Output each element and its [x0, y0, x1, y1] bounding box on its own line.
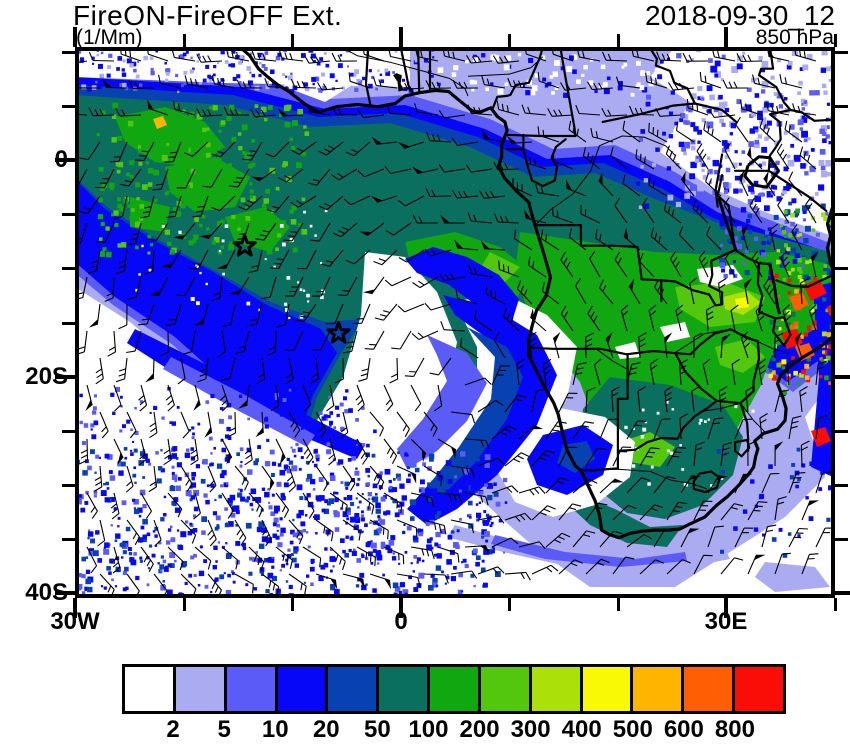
axis-tick [835, 537, 848, 541]
axis-tick [182, 34, 186, 47]
axis-tick [835, 50, 848, 54]
colorbar-label: 500 [612, 716, 653, 743]
axis-tick [835, 429, 848, 433]
axis-tick [55, 375, 75, 379]
axis-tick [835, 158, 850, 162]
colorbar-tile [325, 667, 377, 711]
axis-tick [399, 27, 403, 47]
star-marker [232, 233, 351, 344]
page-title: FireON-FireOFF Ext. [73, 0, 343, 31]
colorbar-tile [274, 667, 326, 711]
colorbar-tile [125, 667, 173, 711]
axis-tick [616, 598, 620, 611]
axis-tick [835, 212, 848, 216]
axis-tick [62, 104, 75, 108]
colorbar-label: 5 [217, 716, 231, 743]
axis-tick [62, 212, 75, 216]
wind-barb-layer [75, 47, 835, 598]
axis-tick [507, 34, 511, 47]
axis-tick [835, 104, 848, 108]
axis-tick [724, 598, 728, 618]
hotspot-dots-layer [153, 116, 835, 447]
axis-tick [62, 537, 75, 541]
axis-tick [507, 598, 511, 611]
x-axis-tick-label: 30W [50, 608, 100, 635]
x-axis-tick-label: 0 [394, 608, 408, 635]
colorbar-label: 100 [408, 716, 449, 743]
axis-tick [62, 266, 75, 270]
map-frame [75, 47, 835, 598]
colorbar-tile [223, 667, 275, 711]
colorbar [122, 664, 786, 714]
axis-tick [835, 266, 848, 270]
colorbar-label: 800 [714, 716, 755, 743]
axis-tick [62, 483, 75, 487]
axis-tick [73, 598, 77, 618]
map-canvas [75, 47, 835, 598]
axis-tick [835, 483, 848, 487]
field-layer [75, 47, 835, 592]
axis-tick [73, 27, 77, 47]
datetime-label: 2018-09-30_12 [645, 0, 835, 31]
axis-tick [724, 27, 728, 47]
colorbar-label: 50 [364, 716, 391, 743]
axis-tick [835, 321, 848, 325]
axis-tick [62, 429, 75, 433]
axis-tick [835, 375, 850, 379]
colorbar-tile [681, 667, 733, 711]
colorbar-tile [579, 667, 631, 711]
colorbar-label: 20 [312, 716, 340, 743]
field-svg [75, 47, 835, 598]
colorbar-tile [427, 667, 478, 711]
colorbar-tile [376, 667, 428, 711]
axis-tick [182, 598, 186, 611]
units-label: (1/Mm) [76, 26, 143, 49]
axis-tick [616, 34, 620, 47]
y-axis-tick-label: 40S [25, 579, 68, 606]
colorbar-label: 300 [510, 716, 551, 743]
axis-tick [62, 321, 75, 325]
colorbar-tile [172, 667, 224, 711]
colorbar-tile [732, 667, 783, 711]
colorbar-label: 2 [166, 716, 180, 743]
x-axis-tick-label: 30E [704, 608, 748, 635]
colorbar-label: 10 [261, 716, 289, 743]
axis-tick [62, 50, 75, 54]
y-axis-tick-label: 0 [54, 146, 68, 173]
axis-tick [290, 598, 294, 611]
colorbar-label: 400 [561, 716, 602, 743]
axis-tick [835, 591, 850, 595]
axis-tick [55, 591, 75, 595]
axis-tick [290, 34, 294, 47]
colorbar-tile [477, 667, 529, 711]
axis-tick [833, 34, 837, 47]
colorbar-tile [630, 667, 682, 711]
colorbar-label: 200 [459, 716, 500, 743]
y-axis-tick-label: 20S [25, 363, 68, 390]
colorbar-tile [528, 667, 580, 711]
axis-tick [399, 598, 403, 618]
colorbar-label: 600 [663, 716, 704, 743]
axis-tick [55, 158, 75, 162]
pressure-level-label: 850 hPa [755, 26, 834, 49]
axis-tick [833, 598, 837, 611]
